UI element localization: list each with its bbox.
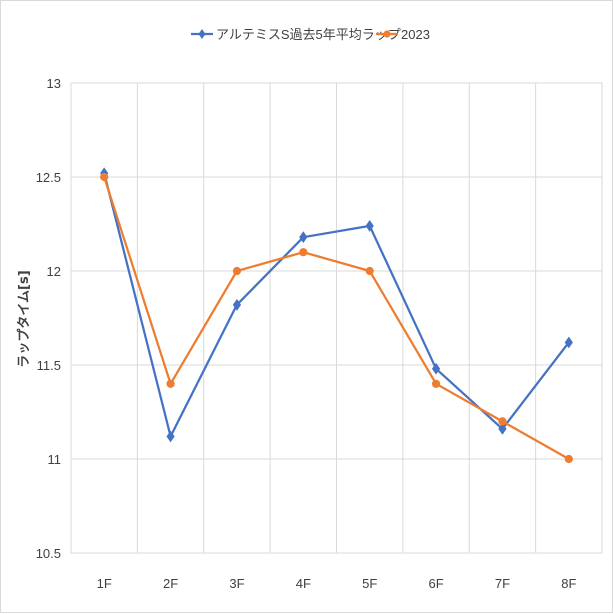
x-tick-labels: 1F 2F 3F 4F 5F 6F 7F 8F xyxy=(97,576,577,591)
data-point xyxy=(232,298,242,311)
legend-marker xyxy=(383,30,391,38)
data-point xyxy=(365,266,374,276)
data-point xyxy=(100,172,109,182)
data-point xyxy=(299,231,308,244)
series-2 xyxy=(100,172,573,464)
series-line xyxy=(103,172,570,438)
legend: アルテミスS過去5年平均ラップ 2023 xyxy=(191,27,430,42)
x-tick-label: 3F xyxy=(229,576,244,591)
series-layer xyxy=(100,167,573,464)
y-tick-label: 10.5 xyxy=(36,546,61,561)
y-tick-label: 13 xyxy=(47,76,61,91)
gridlines xyxy=(70,82,603,554)
data-point xyxy=(498,423,507,435)
x-tick-label: 1F xyxy=(97,576,112,591)
y-tick-label: 11 xyxy=(48,452,62,467)
data-point xyxy=(166,379,175,388)
legend-item: アルテミスS過去5年平均ラップ xyxy=(191,27,401,42)
data-point xyxy=(498,417,507,426)
data-point xyxy=(365,220,374,232)
data-point xyxy=(299,248,308,257)
y-tick-labels: 10.5 11 11.5 12 12.5 13 xyxy=(36,76,61,561)
series-line xyxy=(103,176,570,460)
data-point xyxy=(166,430,175,443)
legend-label: アルテミスS過去5年平均ラップ xyxy=(216,27,401,42)
x-tick-label: 5F xyxy=(362,576,377,591)
data-point xyxy=(564,454,573,464)
data-point xyxy=(564,336,573,349)
x-tick-label: 6F xyxy=(428,576,443,591)
data-point xyxy=(431,362,441,375)
y-axis-title: ラップタイム[s] xyxy=(17,270,32,367)
y-tick-label: 12.5 xyxy=(36,170,61,185)
x-tick-label: 4F xyxy=(296,576,311,591)
x-tick-label: 2F xyxy=(163,576,178,591)
legend-item: 2023 xyxy=(376,27,430,42)
x-tick-label: 7F xyxy=(495,576,510,591)
legend-label: 2023 xyxy=(401,27,430,42)
y-tick-label: 12 xyxy=(47,264,61,279)
legend-marker xyxy=(198,29,206,39)
y-tick-label: 11.5 xyxy=(37,358,61,373)
data-point xyxy=(232,266,242,276)
data-point xyxy=(431,379,441,388)
x-tick-label: 8F xyxy=(561,576,576,591)
